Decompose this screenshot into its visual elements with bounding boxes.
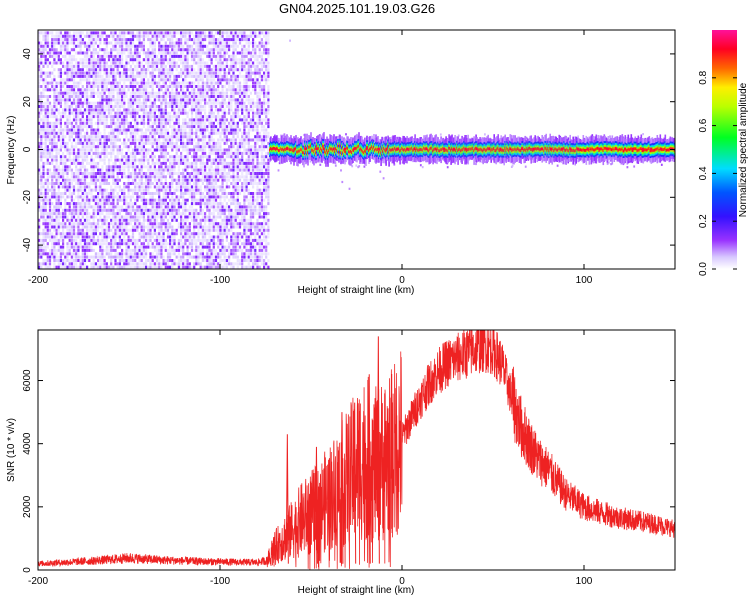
snr-x-tick-label: -100 [210, 576, 230, 587]
snr-x-tick-label: 0 [399, 576, 405, 587]
spectrogram-x-axis: -200 -100 0 100 [28, 30, 593, 286]
colorbar-gradient [712, 30, 737, 269]
spectrogram-x-tick-label: -200 [28, 275, 48, 286]
snr-spike [367, 374, 371, 564]
spectrogram-marks [38, 31, 675, 269]
snr-y-label: SNR (10 * v/v) [6, 418, 17, 482]
colorbar-ticks: 0.0 0.2 0.4 0.6 0.8 [698, 70, 737, 276]
spectrogram-y-tick-label: -40 [22, 237, 33, 252]
colorbar-tick-label: 0.0 [698, 262, 709, 276]
noise-region [38, 31, 675, 269]
colorbar-tick-label: 0.2 [698, 214, 709, 228]
colorbar: 0.0 0.2 0.4 0.6 0.8 Normalized spectral ampl… [698, 30, 749, 276]
snr-y-tick-label: 0 [22, 567, 33, 573]
spectrogram-x-tick-label: 100 [576, 275, 593, 286]
snr-x-axis: -200 -100 0 100 [28, 330, 593, 587]
snr-frame [37, 329, 676, 571]
snr-marks [38, 330, 675, 570]
spectrogram-x-label: Height of straight line (km) [298, 285, 415, 296]
colorbar-tick-label: 0.6 [698, 118, 709, 132]
snr-x-tick-label: -200 [28, 576, 48, 587]
colorbar-tick-label: 0.8 [698, 70, 709, 84]
spectrogram-y-label: Frequency (Hz) [6, 116, 17, 185]
spectrogram-y-tick-label: -20 [22, 190, 33, 205]
snr-spike [376, 336, 380, 564]
snr-spike [285, 434, 289, 564]
colorbar-label: Normalized spectral amplitude [738, 82, 749, 217]
spectrogram-x-tick-label: 0 [399, 275, 405, 286]
spectrogram-y-tick-label: 40 [22, 48, 33, 60]
snr-x-tick-label: 100 [576, 576, 593, 587]
signal-band [269, 132, 675, 168]
figure-title: GN04.2025.101.19.03.G26 [278, 1, 436, 16]
spectrogram-y-axis: -40 -20 0 20 40 [22, 48, 675, 252]
snr-x-label: Height of straight line (km) [298, 585, 415, 596]
snr-spike [340, 412, 344, 564]
spectrogram-y-tick-label: 0 [22, 146, 33, 152]
snr-spike [353, 402, 357, 564]
colorbar-tick-label: 0.4 [698, 166, 709, 180]
snr-y-axis: 0 2000 4000 6000 [22, 369, 675, 573]
snr-y-tick-label: 6000 [22, 369, 33, 392]
spectrogram-y-tick-label: 20 [22, 96, 33, 108]
snr-line [38, 330, 675, 570]
snr-y-tick-label: 2000 [22, 495, 33, 518]
snr-y-tick-label: 4000 [22, 432, 33, 455]
spectrogram-x-tick-label: -100 [210, 275, 230, 286]
snr-spike [314, 446, 318, 564]
